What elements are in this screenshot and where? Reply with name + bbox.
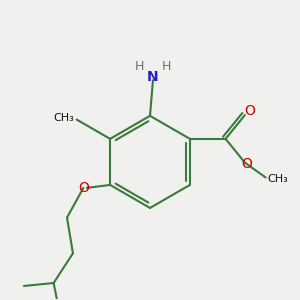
Text: N: N [147,70,159,84]
Text: CH₃: CH₃ [53,113,74,123]
Text: O: O [78,181,89,195]
Text: H: H [135,60,144,73]
Text: O: O [244,103,255,118]
Text: H: H [162,60,171,73]
Text: CH₃: CH₃ [267,174,288,184]
Text: O: O [241,157,252,171]
